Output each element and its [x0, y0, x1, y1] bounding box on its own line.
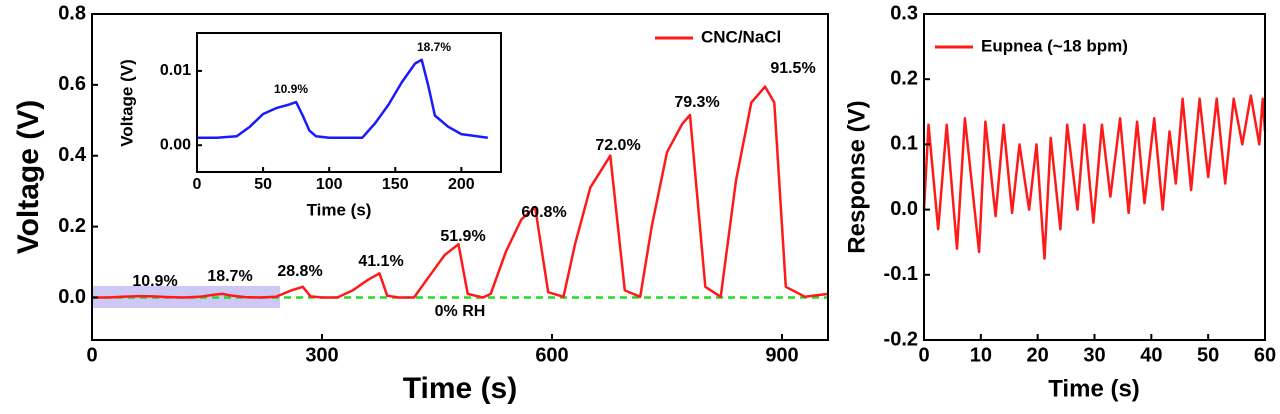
- y-tick-label: 0.6: [58, 73, 86, 95]
- annotation: 0% RH: [435, 303, 486, 320]
- annotation: 28.8%: [277, 263, 322, 280]
- inset-background: [197, 33, 501, 172]
- x-tick-label: 100: [316, 176, 343, 193]
- annotation: 18.7%: [207, 268, 252, 285]
- annotation: 72.0%: [595, 137, 640, 154]
- x-tick-label: 40: [1140, 344, 1162, 366]
- annotation: 60.8%: [521, 204, 566, 221]
- x-tick-label: 60: [1254, 344, 1276, 366]
- y-tick-label: 0.8: [58, 2, 86, 24]
- y-tick-label: 0.3: [890, 2, 918, 24]
- x-axis-title: Time (s): [403, 372, 517, 405]
- annotation: 10.9%: [274, 82, 308, 96]
- annotation: 91.5%: [770, 60, 815, 77]
- x-tick-label: 150: [382, 176, 409, 193]
- y-axis-title: Voltage (V): [12, 100, 45, 254]
- x-tick-label: 0: [193, 176, 202, 193]
- x-tick-label: 900: [765, 344, 798, 366]
- x-tick-label: 50: [1197, 344, 1219, 366]
- annotation: 79.3%: [674, 94, 719, 111]
- y-tick-label: 0.2: [890, 67, 918, 89]
- y-tick-label: 0.01: [160, 62, 191, 79]
- x-tick-label: 20: [1027, 344, 1049, 366]
- plot-frame: [196, 32, 502, 173]
- plot-frame: [923, 13, 1266, 341]
- y-tick-label: -0.2: [884, 328, 918, 350]
- data-line: [922, 94, 1267, 260]
- x-tick-label: 300: [305, 344, 338, 366]
- y-tick-label: 0.0: [58, 286, 86, 308]
- x-tick-label: 600: [535, 344, 568, 366]
- x-tick-label: 30: [1083, 344, 1105, 366]
- annotation: 41.1%: [358, 253, 403, 270]
- legend-label: Eupnea (~18 bpm): [981, 36, 1128, 55]
- annotation: 10.9%: [132, 273, 177, 290]
- legend-label: CNC/NaCl: [701, 27, 781, 46]
- data-line: [92, 85, 829, 299]
- x-tick-label: 50: [254, 176, 272, 193]
- plot-frame: [91, 13, 829, 341]
- x-axis-title: Time (s): [1048, 375, 1140, 402]
- y-tick-label: 0.00: [160, 136, 191, 153]
- y-tick-label: 0.1: [890, 133, 918, 155]
- x-tick-label: 0: [86, 344, 97, 366]
- y-axis-title: Voltage (V): [117, 59, 136, 147]
- x-tick-label: 0: [918, 344, 929, 366]
- y-tick-label: 0.4: [58, 144, 87, 166]
- data-line: [197, 58, 488, 140]
- x-axis-title: Time (s): [307, 200, 372, 219]
- y-tick-label: 0.0: [890, 198, 918, 220]
- x-tick-label: 10: [970, 344, 992, 366]
- y-tick-label: -0.1: [884, 263, 918, 285]
- annotation: 18.7%: [417, 40, 451, 54]
- y-tick-label: 0.2: [58, 215, 86, 237]
- y-axis-title: Response (V): [843, 100, 870, 253]
- annotation: 51.9%: [440, 228, 485, 245]
- x-tick-label: 200: [448, 176, 475, 193]
